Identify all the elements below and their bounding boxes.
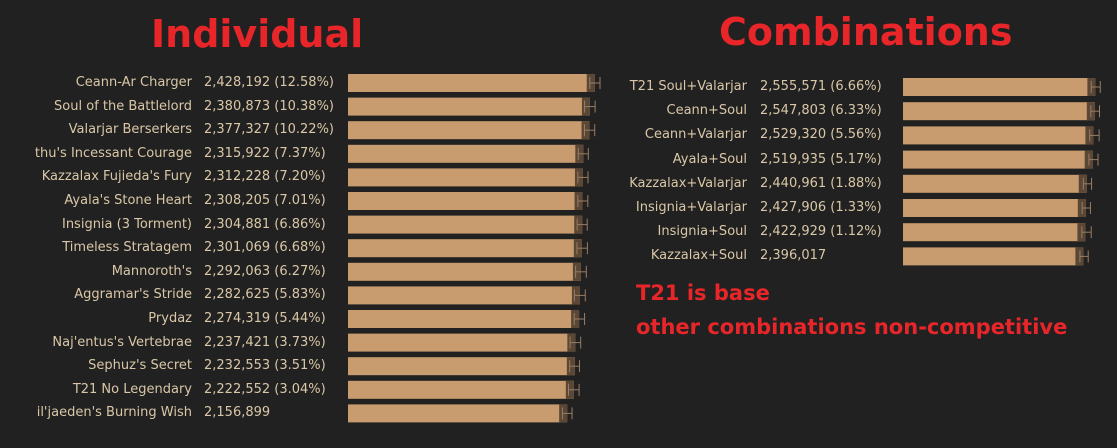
combinations-value-label: 2,555,571 (6.66%) bbox=[760, 79, 882, 95]
combinations-value-label: 2,396,017 bbox=[760, 248, 826, 264]
combinations-value-label: 2,519,935 (5.17%) bbox=[760, 152, 882, 168]
combinations-category-label: T21 Soul+Valarjar bbox=[630, 79, 747, 95]
combinations-bar bbox=[903, 223, 1085, 241]
combinations-category-label: Ceann+Soul bbox=[667, 103, 747, 119]
combinations-category-label: Kazzalax+Valarjar bbox=[629, 176, 747, 192]
combinations-bar bbox=[903, 102, 1095, 120]
combinations-category-label: Insignia+Valarjar bbox=[636, 200, 747, 216]
combinations-bar bbox=[903, 151, 1093, 169]
combinations-value-label: 2,547,803 (6.33%) bbox=[760, 103, 882, 119]
combinations-bar bbox=[903, 78, 1095, 96]
combinations-bar bbox=[903, 247, 1083, 265]
combinations-bar bbox=[903, 175, 1087, 193]
combinations-value-label: 2,427,906 (1.33%) bbox=[760, 200, 882, 216]
combinations-value-label: 2,422,929 (1.12%) bbox=[760, 224, 882, 240]
combinations-bar bbox=[903, 199, 1086, 217]
combinations-bar bbox=[903, 126, 1093, 144]
combinations-value-label: 2,529,320 (5.56%) bbox=[760, 127, 882, 143]
combinations-category-label: Kazzalax+Soul bbox=[651, 248, 747, 264]
combinations-category-label: Ceann+Valarjar bbox=[645, 127, 747, 143]
combinations-category-label: Insignia+Soul bbox=[658, 224, 747, 240]
combinations-category-label: Ayala+Soul bbox=[673, 152, 747, 168]
combinations-value-label: 2,440,961 (1.88%) bbox=[760, 176, 882, 192]
